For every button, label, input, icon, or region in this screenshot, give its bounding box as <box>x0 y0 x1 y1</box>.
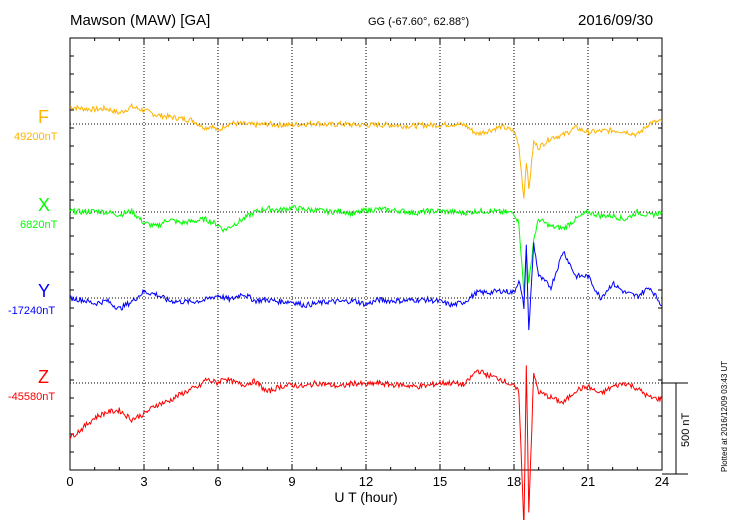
baseline-label-x: 6820nT <box>20 219 58 231</box>
x-tick-label: 21 <box>581 474 595 489</box>
baseline-label-y: -17240nT <box>8 305 56 317</box>
channel-label-x: X <box>38 195 51 215</box>
x-tick-label: 9 <box>288 474 295 489</box>
station-title: Mawson (MAW) [GA] <box>70 12 211 29</box>
x-tick-label: 12 <box>359 474 373 489</box>
series-line-y <box>69 242 663 331</box>
series-line-z <box>69 365 663 520</box>
date-label: 2016/09/30 <box>578 12 654 29</box>
baseline-label-f: 49200nT <box>14 131 58 143</box>
series-line-x <box>69 204 663 294</box>
baseline-label-z: -45580nT <box>8 391 56 403</box>
channel-label-y: Y <box>38 281 51 301</box>
x-tick-label: 15 <box>433 474 447 489</box>
plotted-timestamp: Plotted at 2016/12/09 03:43 UT <box>720 360 729 472</box>
x-tick-label: 3 <box>140 474 147 489</box>
scale-bar-label: 500 nT <box>680 412 692 447</box>
x-tick-label: 6 <box>214 474 221 489</box>
channel-label-z: Z <box>38 367 49 387</box>
x-tick-label: 18 <box>507 474 521 489</box>
geographic-coords: GG (-67.60°, 62.88°) <box>368 16 470 28</box>
channel-label-f: F <box>38 107 49 127</box>
x-tick-label: 0 <box>66 474 73 489</box>
x-axis-label: U T (hour) <box>334 489 397 505</box>
x-tick-label: 24 <box>655 474 669 489</box>
series-line-f <box>69 102 663 199</box>
